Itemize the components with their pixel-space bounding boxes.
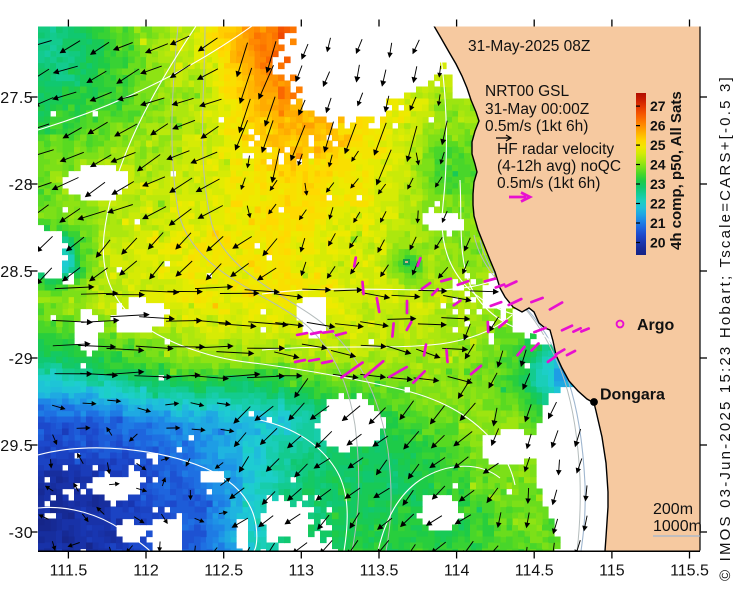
svg-text:-30: -30 [9,525,33,542]
svg-text:Argo: Argo [637,317,675,334]
svg-text:-28: -28 [9,177,33,194]
svg-text:HF radar velocity: HF radar velocity [497,141,614,158]
svg-text:23: 23 [650,176,666,192]
svg-text:24: 24 [650,156,666,172]
svg-text:25: 25 [650,137,666,153]
svg-text:21: 21 [650,215,666,231]
svg-text:27: 27 [650,98,666,114]
svg-text:115: 115 [599,563,625,580]
svg-text:20: 20 [650,234,666,250]
svg-text:-29: -29 [9,351,33,368]
svg-text:31-May 00:00Z: 31-May 00:00Z [485,101,589,118]
svg-text:114.5: 114.5 [515,563,554,580]
svg-text:112: 112 [133,563,159,580]
svg-text:200m: 200m [653,501,693,518]
svg-text:27.5: 27.5 [0,90,33,107]
svg-text:0.5m/s (1kt 6h): 0.5m/s (1kt 6h) [485,118,588,135]
svg-text:29.5: 29.5 [0,438,33,455]
svg-text:Dongara: Dongara [600,387,665,404]
svg-text:113: 113 [289,563,315,580]
svg-text:4h comp, p50, All Sats: 4h comp, p50, All Sats [668,91,685,250]
svg-text:31-May-2025 08Z: 31-May-2025 08Z [468,38,590,55]
svg-text:114: 114 [444,563,470,580]
svg-text:22: 22 [650,195,666,211]
svg-text:© IMOS 03-Jun-2025 15:23 Hobar: © IMOS 03-Jun-2025 15:23 Hobart; Tscale=… [717,75,734,581]
svg-text:26: 26 [650,117,666,133]
svg-text:115.5: 115.5 [670,563,709,580]
svg-text:28.5: 28.5 [0,264,33,281]
svg-text:1000m: 1000m [653,518,702,535]
svg-text:(4-12h avg) noQC: (4-12h avg) noQC [497,158,621,175]
svg-text:113.5: 113.5 [360,563,399,580]
svg-text:0.5m/s (1kt 6h): 0.5m/s (1kt 6h) [497,175,600,192]
svg-text:112.5: 112.5 [204,563,243,580]
svg-text:NRT00 GSL: NRT00 GSL [485,83,570,100]
svg-text:111.5: 111.5 [50,563,88,580]
